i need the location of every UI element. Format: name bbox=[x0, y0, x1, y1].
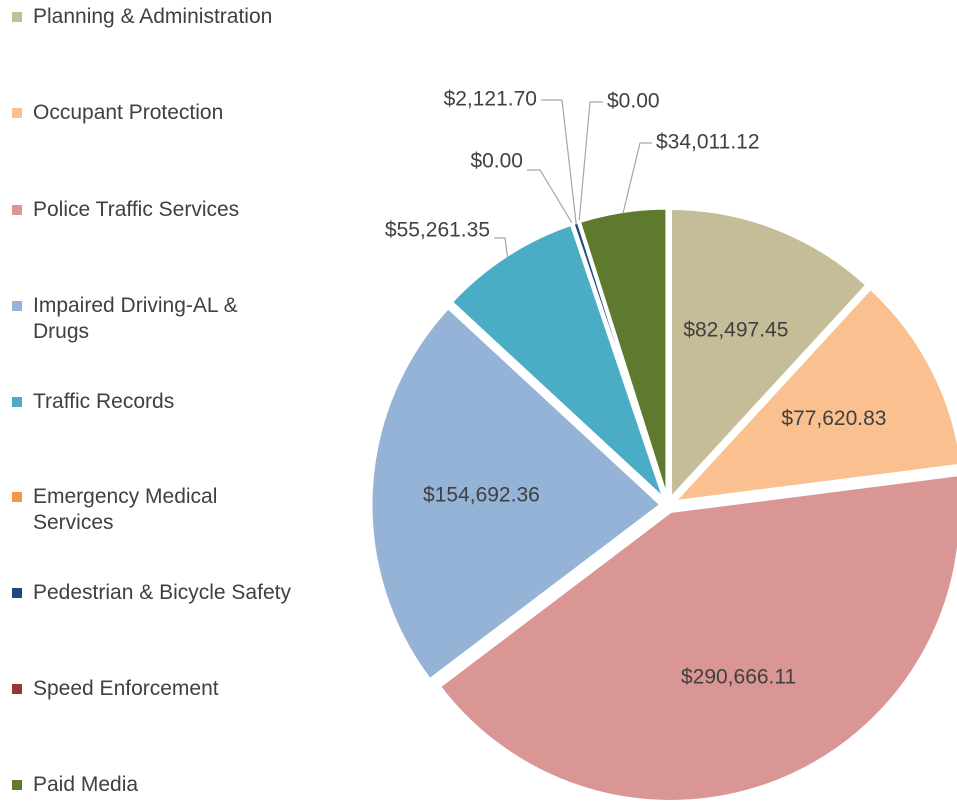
legend-label: Occupant Protection bbox=[33, 101, 224, 124]
pie-slice bbox=[437, 473, 957, 803]
data-label: $82,497.45 bbox=[683, 319, 788, 342]
leader-line bbox=[541, 99, 577, 225]
leader-line bbox=[527, 169, 575, 226]
legend-item: Paid Media bbox=[12, 772, 372, 798]
legend-item: Speed Enforcement bbox=[12, 676, 372, 702]
data-label: $154,692.36 bbox=[423, 483, 540, 506]
pie-slice bbox=[369, 305, 664, 682]
pie-slice bbox=[449, 222, 666, 501]
legend-label: Speed Enforcement bbox=[33, 677, 219, 700]
pie-slice bbox=[577, 206, 669, 499]
legend-swatch bbox=[12, 205, 22, 215]
legend-item: Police Traffic Services bbox=[12, 197, 372, 223]
pie-slice bbox=[669, 206, 870, 503]
data-label: $2,121.70 bbox=[444, 88, 537, 111]
data-label: $77,620.83 bbox=[781, 407, 886, 430]
legend-label: Planning & Administration bbox=[33, 5, 273, 28]
leader-line bbox=[622, 142, 652, 214]
legend-swatch bbox=[12, 684, 22, 694]
legend-label: Pedestrian & Bicycle Safety bbox=[33, 581, 291, 604]
leader-line bbox=[578, 101, 603, 224]
legend-label: Paid Media bbox=[33, 773, 139, 796]
legend-item: Traffic Records bbox=[12, 389, 372, 415]
legend-item: Pedestrian & Bicycle Safety bbox=[12, 580, 372, 606]
legend-item: Occupant Protection bbox=[12, 100, 372, 126]
data-label: $34,011.12 bbox=[656, 131, 760, 154]
legend-item: Impaired Driving-AL & Drugs bbox=[12, 293, 262, 345]
legend-swatch bbox=[12, 301, 22, 311]
legend-swatch bbox=[12, 108, 22, 118]
legend-label: Emergency Medical Services bbox=[33, 485, 218, 534]
data-label: $290,666.11 bbox=[681, 665, 796, 688]
legend-swatch bbox=[12, 492, 22, 502]
legend-item: Planning & Administration bbox=[12, 4, 372, 30]
legend-label: Traffic Records bbox=[33, 390, 175, 413]
legend-item: Emergency Medical Services bbox=[12, 484, 262, 536]
legend-label: Impaired Driving-AL & Drugs bbox=[33, 294, 238, 343]
legend-swatch bbox=[12, 780, 22, 790]
leader-line bbox=[494, 237, 509, 258]
data-label: $55,261.35 bbox=[385, 219, 490, 242]
pie-slice bbox=[670, 286, 957, 504]
data-label: $0.00 bbox=[607, 90, 660, 113]
legend-swatch bbox=[12, 588, 22, 598]
legend-swatch bbox=[12, 12, 22, 22]
data-label: $0.00 bbox=[470, 150, 523, 173]
legend-label: Police Traffic Services bbox=[33, 198, 240, 221]
legend-swatch bbox=[12, 397, 22, 407]
